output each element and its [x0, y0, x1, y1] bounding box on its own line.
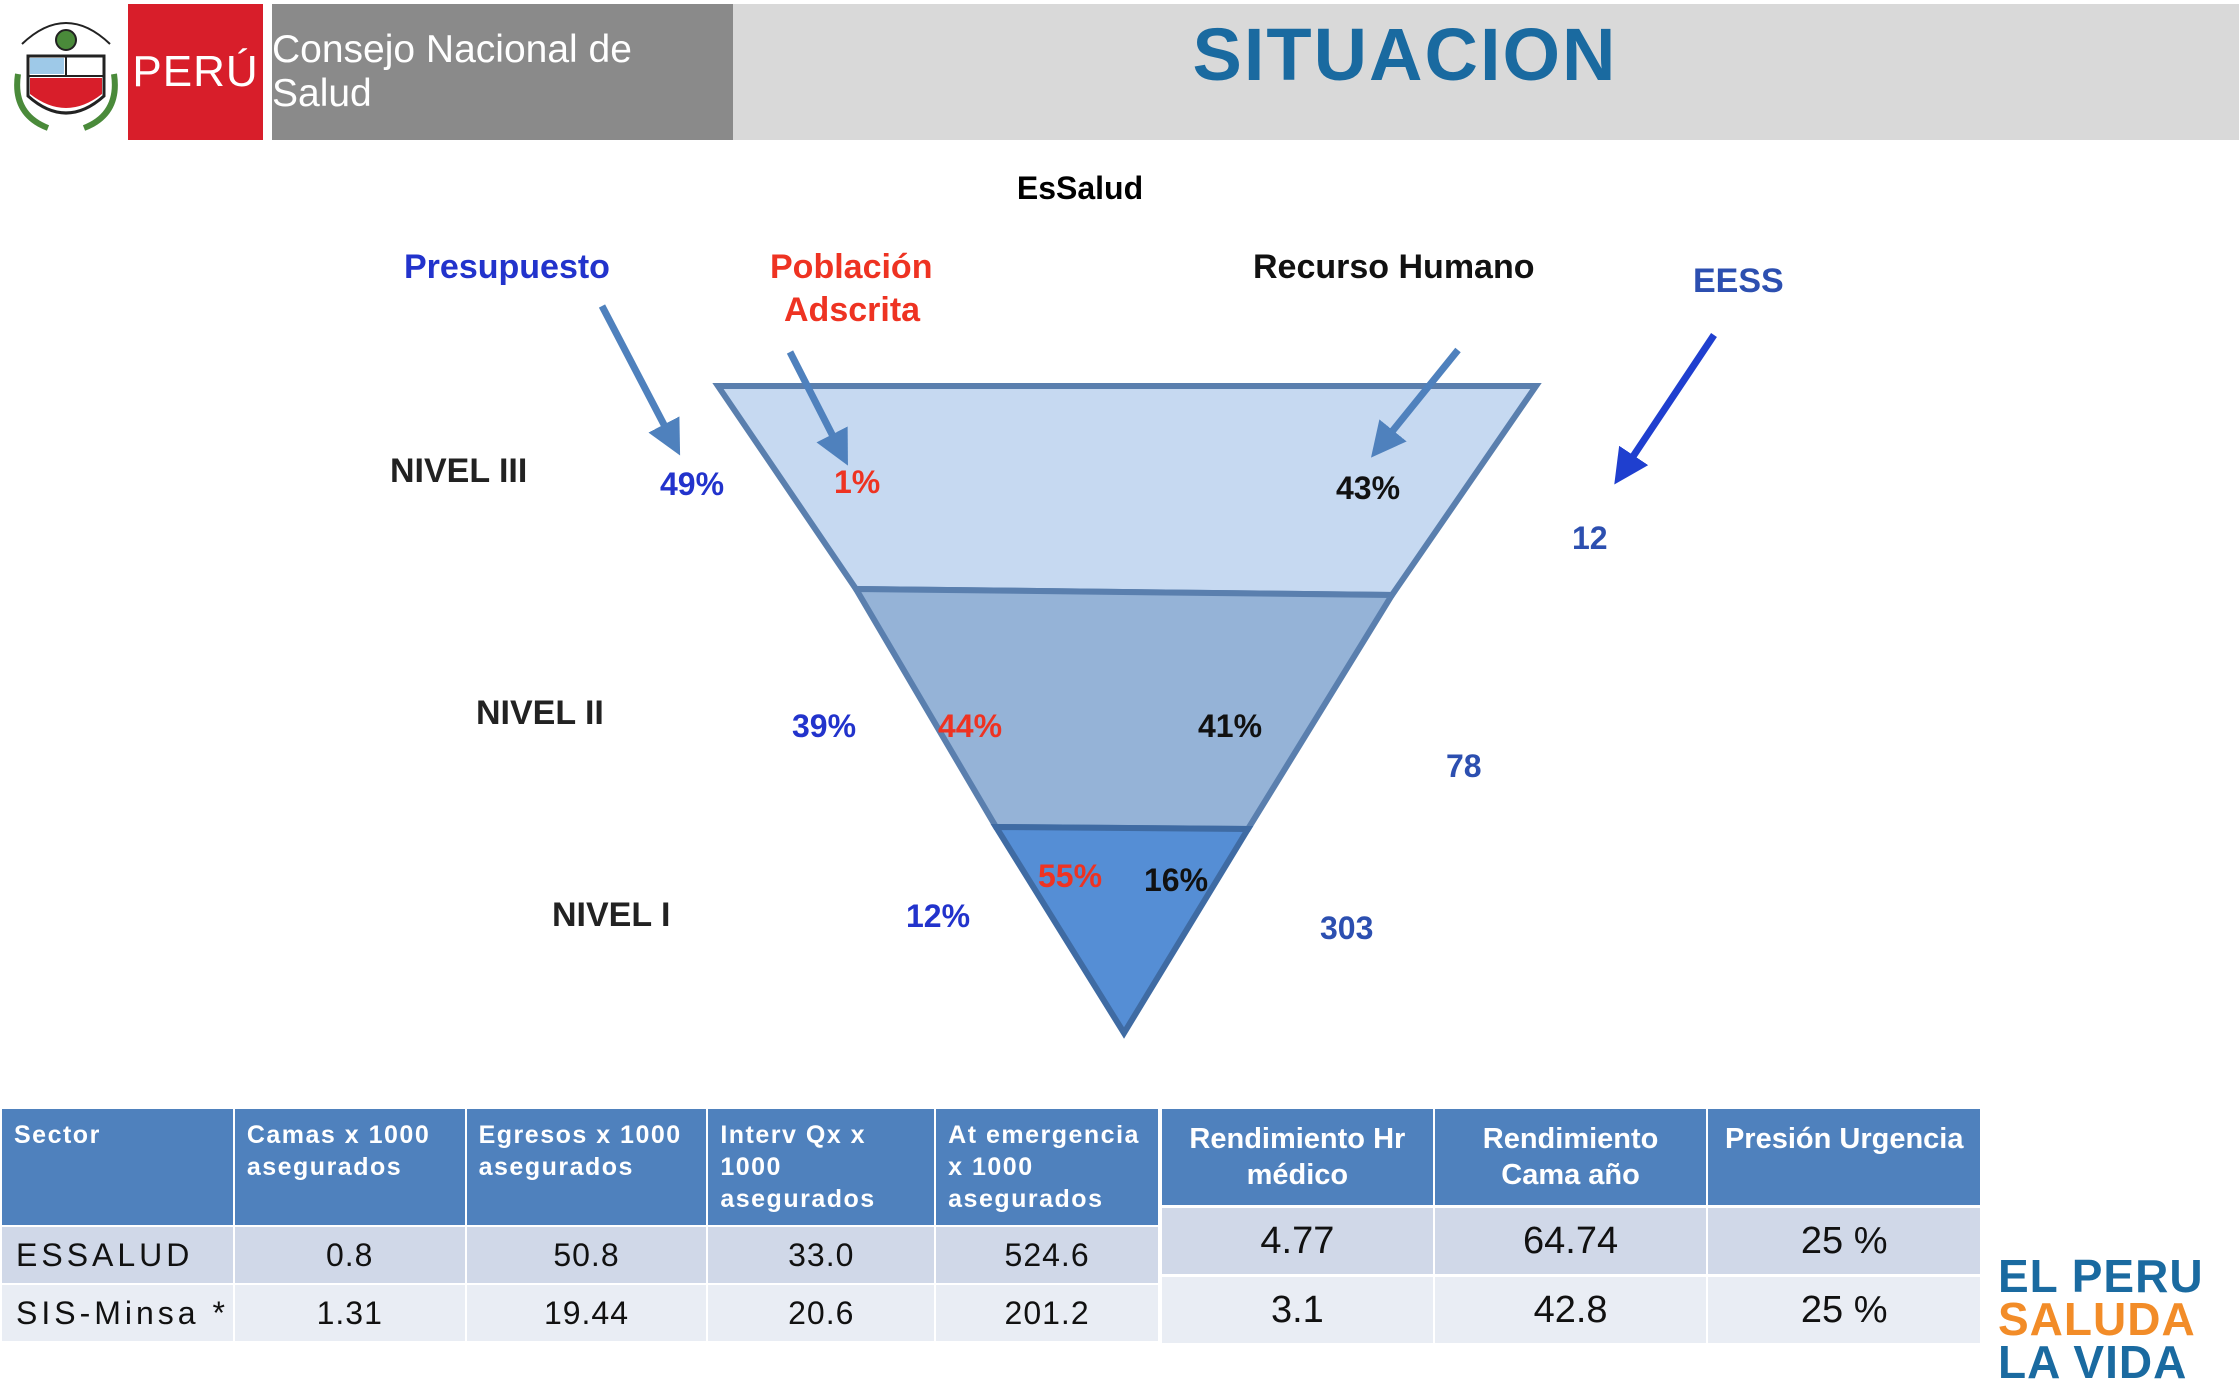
funnel-level-ii: [850, 585, 1398, 833]
level-ii-poblacion: 44%: [938, 708, 1003, 744]
cell-sector: SIS-Minsa *: [2, 1283, 235, 1341]
level-ii-label: NIVEL II: [476, 694, 604, 732]
header-poblacion-line2: Adscrita: [784, 291, 921, 329]
cell-camas: 1.31: [233, 1283, 467, 1341]
page-title: SITUACION: [1192, 13, 1618, 96]
cell-egresos: 19.44: [465, 1283, 709, 1341]
header-presupuesto: Presupuesto: [404, 248, 610, 286]
header-egresos: Egresos x 1000 asegurados: [465, 1109, 709, 1226]
sector-indicators-table: Sector Camas x 1000 asegurados Egresos x…: [2, 1109, 1160, 1341]
cell-presion-urgencia: 25 %: [1707, 1205, 1982, 1276]
slogan-line2: SALUDA: [1998, 1293, 2196, 1345]
level-iii-label: NIVEL III: [390, 452, 528, 490]
level-i-recurso-humano: 16%: [1144, 862, 1209, 898]
cell-presion-urgencia: 25 %: [1707, 1274, 1982, 1343]
org-name: Consejo Nacional de Salud: [272, 28, 632, 115]
level-iii-eess: 12: [1572, 520, 1608, 556]
cell-at-emergencia: 201.2: [935, 1283, 1160, 1341]
level-i-poblacion: 55%: [1038, 858, 1103, 894]
header-rendimiento-cama: Rendimiento Cama año: [1433, 1109, 1709, 1207]
cell-at-emergencia: 524.6: [935, 1225, 1160, 1284]
slogan-logo: EL PERU SALUDA LA VIDA: [1998, 1250, 2204, 1388]
header-band: [733, 4, 2239, 140]
slogan-line3: LA VIDA: [1998, 1336, 2188, 1388]
peru-brand-box: PERÚ: [128, 4, 263, 140]
header-sector: Sector: [2, 1109, 235, 1226]
subtitle: EsSalud: [1016, 170, 1144, 206]
cell-interv-qx: 20.6: [707, 1283, 937, 1341]
arrow-recurso-humano: [1370, 347, 1461, 458]
cell-rendimiento-hr: 4.77: [1162, 1205, 1435, 1276]
cell-camas: 0.8: [233, 1225, 467, 1284]
header-camas: Camas x 1000 asegurados: [233, 1109, 467, 1226]
table-row: 4.77 64.74 25 %: [1162, 1205, 1982, 1276]
peru-label: PERÚ: [132, 47, 259, 96]
level-iii-recurso-humano: 43%: [1336, 470, 1401, 506]
arrow-presupuesto: [598, 304, 681, 456]
table-row: ESSALUD 0.8 50.8 33.0 524.6: [2, 1225, 1160, 1284]
arrow-eess: [1614, 333, 1717, 485]
cell-rendimiento-hr: 3.1: [1162, 1274, 1435, 1343]
table-row: SIS-Minsa * 1.31 19.44 20.6 201.2: [2, 1283, 1160, 1341]
header-eess: EESS: [1693, 262, 1784, 300]
level-ii-eess: 78: [1446, 748, 1482, 784]
level-i-eess: 303: [1320, 910, 1374, 946]
cell-rendimiento-cama: 42.8: [1433, 1274, 1709, 1343]
level-ii-recurso-humano: 41%: [1198, 708, 1263, 744]
org-name-box: Consejo Nacional de Salud: [272, 4, 733, 140]
header-poblacion-line1: Población: [770, 248, 933, 286]
cell-rendimiento-cama: 64.74: [1433, 1205, 1709, 1276]
header-recurso-humano: Recurso Humano: [1253, 248, 1535, 286]
slogan-line1: EL PERU: [1998, 1250, 2204, 1302]
header-presion-urgencia: Presión Urgencia: [1707, 1109, 1982, 1207]
cell-sector: ESSALUD: [2, 1225, 235, 1284]
funnel-level-i: [990, 823, 1254, 1039]
level-iii-presupuesto: 49%: [660, 466, 725, 502]
table-row: 3.1 42.8 25 %: [1162, 1274, 1982, 1343]
header-interv-qx: Interv Qx x 1000 asegurados: [707, 1109, 937, 1226]
level-i-label: NIVEL I: [552, 896, 671, 934]
header-at-emergencia: At emergencia x 1000 asegurados: [935, 1109, 1160, 1226]
level-i-presupuesto: 12%: [906, 898, 971, 934]
level-ii-presupuesto: 39%: [792, 708, 857, 744]
coat-of-arms-logo: [8, 4, 124, 140]
level-iii-poblacion: 1%: [834, 464, 881, 500]
cell-egresos: 50.8: [465, 1225, 709, 1284]
header-rendimiento-hr-medico: Rendimiento Hr médico: [1162, 1109, 1435, 1207]
performance-table: Rendimiento Hr médico Rendimiento Cama a…: [1162, 1109, 1982, 1343]
cell-interv-qx: 33.0: [707, 1225, 937, 1284]
arrow-poblacion: [786, 350, 848, 466]
